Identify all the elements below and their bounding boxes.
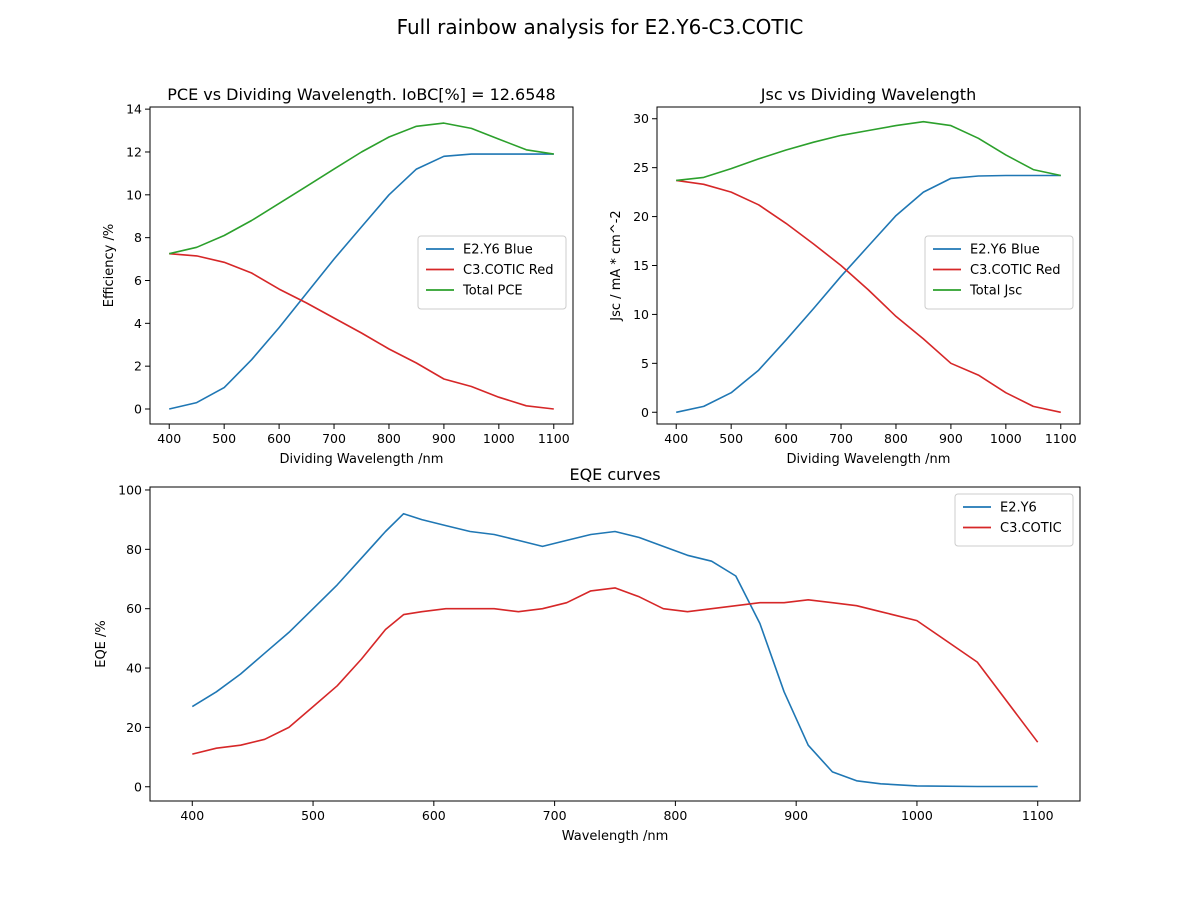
eqe-y-tick-label: 40 — [126, 661, 142, 676]
jsc-x-tick-label: 1000 — [990, 431, 1022, 446]
pce-y-tick-label: 12 — [126, 144, 142, 159]
jsc-legend: E2.Y6 Blue C3.COTIC Red Total Jsc — [924, 235, 1074, 310]
jsc-y-tick-label: 10 — [633, 307, 649, 322]
eqe-series-line-1 — [191, 512, 1038, 788]
jsc-y-axis-label: Jsc / mA * cm^-2 — [609, 210, 624, 321]
pce-x-tick-label: 400 — [157, 431, 181, 446]
pce-legend-label: C3.COTIC Red — [463, 263, 553, 278]
jsc-x-tick-label: 600 — [774, 431, 798, 446]
pce-series-line-1 — [169, 153, 554, 410]
jsc-series-line-1 — [676, 174, 1061, 414]
eqe-y-tick-label: 80 — [126, 542, 142, 557]
jsc-chart: Jsc vs Dividing Wavelength 400 500 600 700 80… — [609, 85, 1081, 467]
pce-y-tick-label: 6 — [134, 273, 142, 288]
jsc-y-tick-label: 15 — [633, 258, 649, 273]
pce-series-line-3 — [169, 122, 554, 255]
eqe-legend-label: E2.Y6 — [1000, 501, 1037, 516]
jsc-x-tick-label: 900 — [939, 431, 963, 446]
eqe-series-line-2 — [192, 587, 1039, 755]
pce-x-axis-label: Dividing Wavelength /nm — [280, 452, 444, 467]
jsc-legend-label: C3.COTIC Red — [970, 263, 1060, 278]
eqe-chart-title: EQE curves — [569, 465, 660, 484]
eqe-y-axis-label: EQE /% — [94, 620, 109, 668]
figure-title: Full rainbow analysis for E2.Y6-C3.COTIC — [397, 15, 804, 39]
jsc-y-tick-label: 25 — [633, 160, 649, 175]
pce-legend-label: Total PCE — [462, 284, 523, 299]
eqe-plot-frame — [149, 486, 1081, 802]
pce-y-tick-label: 14 — [126, 102, 142, 117]
eqe-y-tick-label: 100 — [118, 482, 142, 497]
pce-legend-label: E2.Y6 Blue — [463, 243, 533, 258]
eqe-x-tick-label: 500 — [301, 808, 325, 823]
eqe-x-axis-label: Wavelength /nm — [562, 829, 669, 844]
jsc-legend-label: Total Jsc — [969, 284, 1022, 299]
eqe-chart: EQE curves 400 500 600 700 800 900 1000 1100 0 20 4… — [94, 465, 1081, 844]
eqe-y-tick-label: 60 — [126, 601, 142, 616]
jsc-y-tick-label: 30 — [633, 111, 649, 126]
jsc-legend-label: E2.Y6 Blue — [970, 243, 1040, 258]
pce-chart-title: PCE vs Dividing Wavelength. IoBC[%] = 12… — [167, 85, 555, 104]
pce-y-tick-label: 10 — [126, 187, 142, 202]
eqe-legend-label: C3.COTIC — [1000, 521, 1062, 536]
jsc-chart-title: Jsc vs Dividing Wavelength — [760, 85, 976, 104]
eqe-x-tick-label: 600 — [422, 808, 446, 823]
pce-legend: E2.Y6 Blue C3.COTIC Red Total PCE — [417, 235, 567, 310]
jsc-series-line-2 — [676, 179, 1061, 414]
jsc-x-tick-label: 700 — [829, 431, 853, 446]
jsc-x-tick-label: 800 — [884, 431, 908, 446]
pce-x-tick-label: 1000 — [483, 431, 515, 446]
eqe-y-tick-label: 20 — [126, 720, 142, 735]
pce-y-tick-label: 8 — [134, 230, 142, 245]
jsc-y-tick-label: 0 — [641, 405, 649, 420]
eqe-x-tick-label: 900 — [784, 808, 808, 823]
eqe-legend: E2.Y6 C3.COTIC — [954, 493, 1074, 547]
jsc-y-tick-label: 20 — [633, 209, 649, 224]
eqe-x-tick-label: 1100 — [1022, 808, 1054, 823]
eqe-x-tick-label: 1000 — [901, 808, 933, 823]
pce-x-tick-label: 700 — [322, 431, 346, 446]
pce-chart: PCE vs Dividing Wavelength. IoBC[%] = 12… — [102, 85, 574, 467]
jsc-x-tick-label: 500 — [719, 431, 743, 446]
pce-x-tick-label: 800 — [377, 431, 401, 446]
eqe-y-tick-label: 0 — [134, 779, 142, 794]
pce-x-tick-label: 600 — [267, 431, 291, 446]
pce-y-tick-label: 2 — [134, 359, 142, 374]
pce-y-tick-label: 4 — [134, 316, 142, 331]
pce-x-tick-label: 900 — [432, 431, 456, 446]
pce-series-line-2 — [169, 252, 554, 410]
jsc-x-axis-label: Dividing Wavelength /nm — [787, 452, 951, 467]
eqe-x-tick-label: 700 — [543, 808, 567, 823]
jsc-x-tick-label: 1100 — [1045, 431, 1077, 446]
jsc-series-line-3 — [676, 120, 1061, 182]
pce-x-tick-label: 1100 — [538, 431, 570, 446]
eqe-x-tick-label: 400 — [180, 808, 204, 823]
jsc-y-tick-label: 5 — [641, 356, 649, 371]
pce-x-tick-label: 500 — [212, 431, 236, 446]
pce-plot-frame — [149, 106, 574, 425]
pce-y-tick-label: 0 — [134, 402, 142, 417]
pce-y-axis-label: Efficiency /% — [102, 224, 117, 307]
eqe-x-tick-label: 800 — [663, 808, 687, 823]
jsc-x-tick-label: 400 — [664, 431, 688, 446]
